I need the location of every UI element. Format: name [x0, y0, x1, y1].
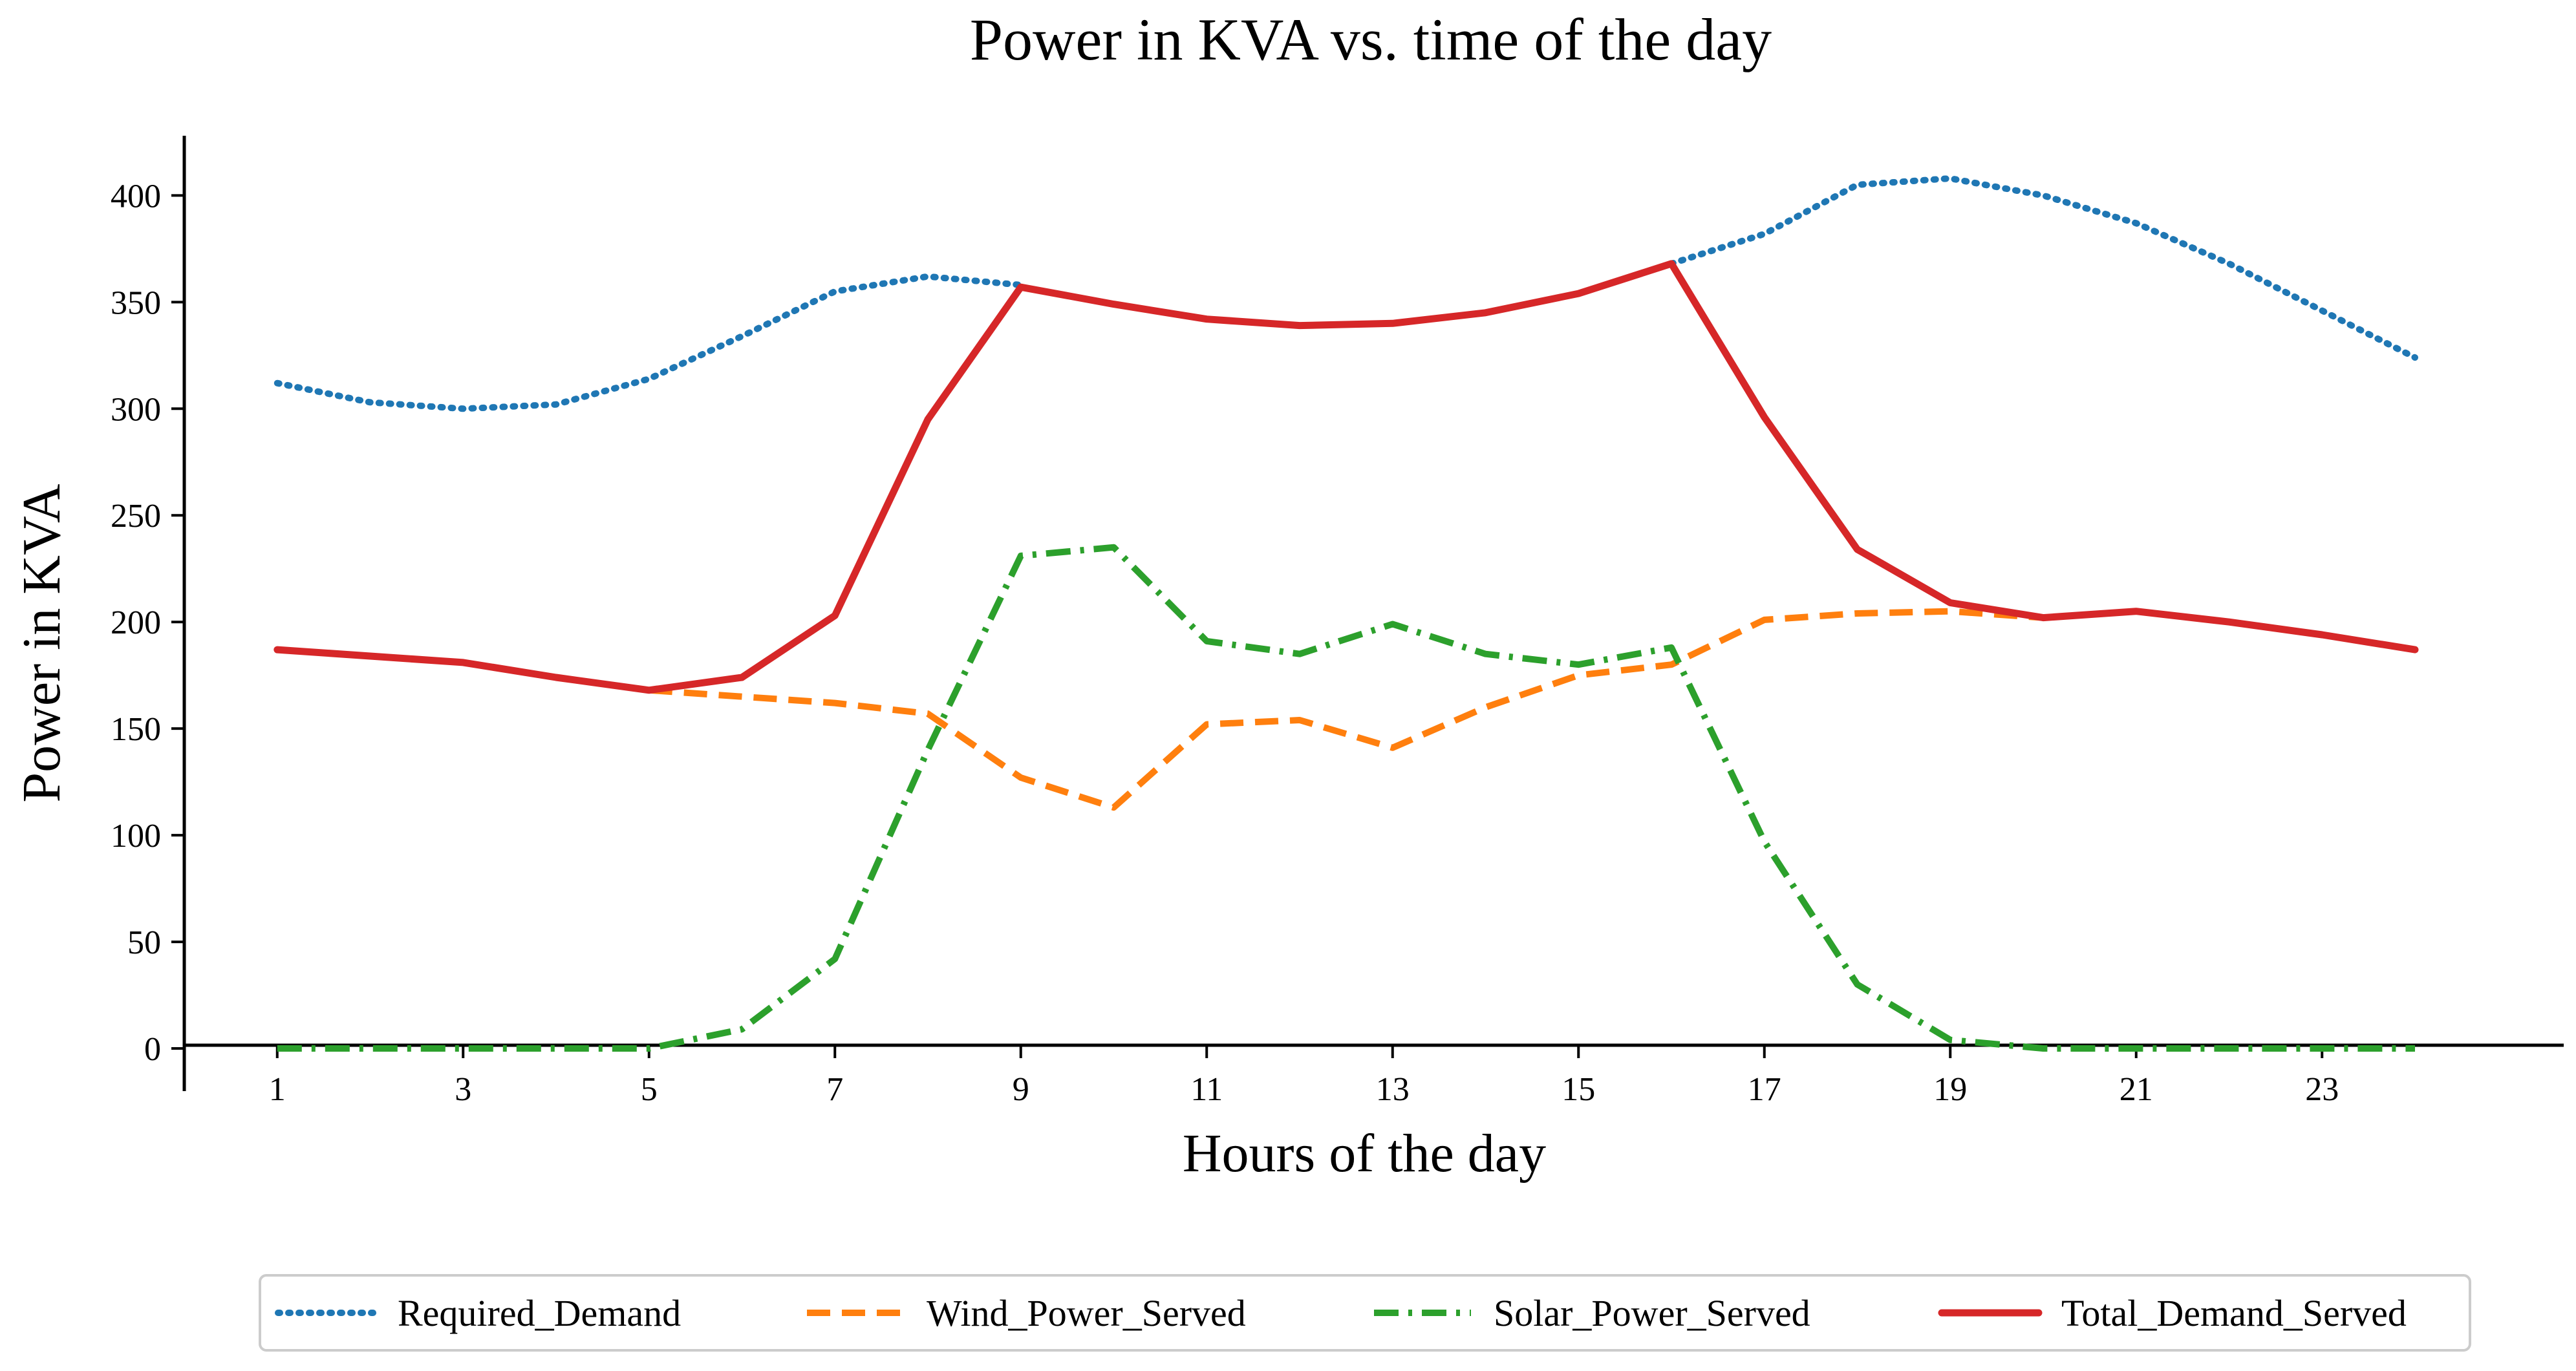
x-tick-label: 9	[1013, 1071, 1029, 1108]
y-tick-label: 300	[111, 391, 161, 428]
x-tick-label: 3	[455, 1071, 471, 1108]
series-line-required-demand	[274, 273, 1024, 412]
series-line-total-demand-served	[274, 260, 2419, 694]
x-tick-label: 21	[2120, 1071, 2153, 1108]
legend-label-wind-power-served: Wind_Power_Served	[927, 1292, 1246, 1334]
y-tick-label: 200	[111, 604, 161, 641]
y-tick-label: 400	[111, 178, 161, 215]
y-tick-label: 250	[111, 498, 161, 535]
legend-frame	[259, 1274, 2471, 1352]
x-tick-label: 5	[641, 1071, 658, 1108]
y-axis-title: Power in KVA	[12, 484, 72, 802]
x-tick-label: 13	[1376, 1071, 1410, 1108]
x-tick-label: 1	[269, 1071, 286, 1108]
legend: Required_Demand Wind_Power_Served Solar_Po…	[259, 1274, 2471, 1352]
series-required-demand	[274, 175, 2418, 412]
x-tick-label: 23	[2305, 1071, 2339, 1108]
x-tick-label: 7	[826, 1071, 843, 1108]
y-tick-label: 100	[111, 818, 161, 855]
y-tick-label: 0	[144, 1031, 161, 1068]
series-line-required-demand	[1668, 175, 2418, 361]
legend-label-total-demand-served: Total_Demand_Served	[2061, 1292, 2407, 1334]
legend-label-required-demand: Required_Demand	[398, 1292, 681, 1334]
x-tick-label: 11	[1190, 1071, 1223, 1108]
series-total-demand-served	[274, 260, 2419, 694]
y-tick-label: 50	[127, 924, 161, 961]
y-tick-label: 150	[111, 711, 161, 748]
x-tick-label: 15	[1562, 1071, 1595, 1108]
y-tick-label: 350	[111, 284, 161, 321]
x-tick-label: 19	[1933, 1071, 1967, 1108]
x-tick-label: 17	[1748, 1071, 1781, 1108]
x-axis-title: Hours of the day	[1183, 1123, 1546, 1184]
series-solar-power-served	[277, 544, 2415, 1052]
legend-label-solar-power-served: Solar_Power_Served	[1494, 1292, 1810, 1334]
chart-title: Power in KVA vs. time of the day	[970, 6, 1772, 72]
series-line-solar-power-served	[277, 544, 2415, 1052]
